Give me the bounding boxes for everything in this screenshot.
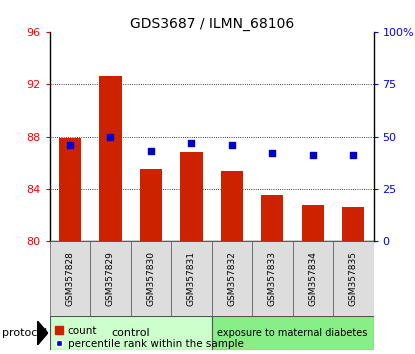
- Bar: [333, 241, 374, 315]
- Text: control: control: [111, 328, 150, 338]
- Text: protocol: protocol: [2, 328, 47, 338]
- Bar: [90, 241, 131, 315]
- Bar: [261, 195, 283, 241]
- Text: GSM357835: GSM357835: [349, 251, 358, 306]
- Bar: [342, 207, 364, 241]
- Bar: [171, 241, 212, 315]
- Bar: [131, 241, 171, 315]
- Title: GDS3687 / ILMN_68106: GDS3687 / ILMN_68106: [129, 17, 294, 31]
- Bar: [252, 241, 293, 315]
- Bar: [293, 241, 333, 315]
- Bar: [180, 152, 203, 241]
- Text: GSM357829: GSM357829: [106, 251, 115, 306]
- Point: [107, 134, 114, 139]
- Point: [310, 153, 316, 158]
- Bar: [221, 171, 243, 241]
- Text: GSM357832: GSM357832: [227, 251, 237, 306]
- Point: [269, 150, 276, 156]
- Bar: [50, 241, 90, 315]
- Bar: [140, 169, 162, 241]
- Point: [229, 142, 235, 148]
- Text: GSM357831: GSM357831: [187, 251, 196, 306]
- Bar: [212, 315, 374, 350]
- Text: GSM357833: GSM357833: [268, 251, 277, 306]
- Bar: [59, 138, 81, 241]
- Point: [350, 153, 356, 158]
- Text: GSM357828: GSM357828: [66, 251, 75, 306]
- Point: [188, 140, 195, 145]
- Polygon shape: [37, 321, 48, 345]
- Text: exposure to maternal diabetes: exposure to maternal diabetes: [217, 328, 368, 338]
- Text: GSM357830: GSM357830: [146, 251, 156, 306]
- Text: GSM357834: GSM357834: [308, 251, 317, 306]
- Legend: count, percentile rank within the sample: count, percentile rank within the sample: [55, 326, 243, 349]
- Bar: [50, 315, 212, 350]
- Bar: [99, 76, 122, 241]
- Point: [67, 142, 73, 148]
- Bar: [302, 205, 324, 241]
- Bar: [212, 241, 252, 315]
- Point: [148, 148, 154, 154]
